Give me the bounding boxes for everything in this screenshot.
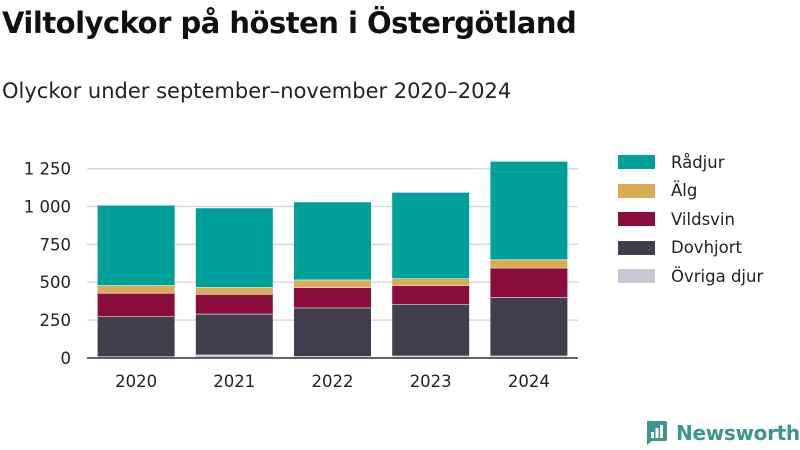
legend-swatch-vildsvin bbox=[618, 212, 655, 227]
y-tick-label: 750 bbox=[40, 235, 72, 254]
bar-segment bbox=[294, 201, 371, 280]
x-tick-label: 2023 bbox=[410, 372, 452, 391]
bar-segment bbox=[97, 356, 175, 358]
legend-item-ovriga-djur: Övriga djur bbox=[618, 262, 763, 291]
bar-segment bbox=[392, 285, 470, 305]
legend-swatch-radjur bbox=[618, 155, 655, 170]
legend-item-radjur: Rådjur bbox=[618, 148, 763, 177]
bar-segment bbox=[294, 279, 371, 288]
brand-logo: Newsworthy bbox=[644, 420, 800, 446]
y-tick-label: 0 bbox=[61, 349, 72, 368]
legend-label-vildsvin: Vildsvin bbox=[671, 209, 735, 229]
bar-segment bbox=[294, 307, 371, 357]
legend-swatch-dovhjort bbox=[618, 240, 655, 255]
x-tick-label: 2024 bbox=[508, 372, 550, 391]
bar-segment bbox=[195, 294, 273, 314]
bar-segment bbox=[195, 287, 273, 295]
bar-segment bbox=[490, 267, 568, 298]
legend-label-alg: Älg bbox=[671, 181, 698, 201]
legend-item-dovhjort: Dovhjort bbox=[618, 234, 763, 263]
legend-item-vildsvin: Vildsvin bbox=[618, 205, 763, 234]
chart-title: Viltolyckor på hösten i Östergötland bbox=[2, 6, 577, 40]
bar-segment bbox=[195, 313, 273, 355]
legend-label-radjur: Rådjur bbox=[671, 152, 725, 172]
bar-segment bbox=[392, 192, 470, 279]
legend-item-alg: Älg bbox=[618, 177, 763, 206]
x-tick-label: 2020 bbox=[115, 372, 157, 391]
y-tick-label: 500 bbox=[40, 273, 72, 292]
legend-swatch-alg bbox=[618, 183, 655, 198]
bar-segment bbox=[97, 285, 175, 293]
y-tick-label: 1 250 bbox=[24, 160, 71, 179]
bar-segment bbox=[294, 356, 371, 358]
bar-segment bbox=[97, 316, 175, 357]
brand-name: Newsworthy bbox=[676, 421, 800, 445]
newsworthy-logo-icon bbox=[647, 421, 667, 445]
bar-segment bbox=[490, 297, 568, 356]
bar-segment bbox=[294, 287, 371, 308]
legend-swatch-ovriga-djur bbox=[618, 269, 655, 284]
legend-label-ovriga-djur: Övriga djur bbox=[671, 266, 764, 286]
x-tick-label: 2021 bbox=[213, 372, 255, 391]
legend: Rådjur Älg Vildsvin Dovhjort Övriga djur bbox=[618, 148, 763, 291]
bar-segment bbox=[490, 259, 568, 268]
bar-segment bbox=[97, 292, 175, 317]
x-tick-label: 2022 bbox=[312, 372, 354, 391]
bar-segment bbox=[195, 207, 273, 288]
chart-subtitle: Olyckor under september–november 2020–20… bbox=[2, 79, 512, 103]
bar-segment bbox=[195, 354, 273, 358]
y-tick-label: 1 000 bbox=[24, 197, 71, 216]
bar-segment bbox=[392, 278, 470, 286]
bar-segment bbox=[490, 355, 568, 358]
bar-segment bbox=[490, 161, 568, 260]
bar-segment bbox=[392, 355, 470, 358]
y-tick-label: 250 bbox=[40, 311, 72, 330]
bar-segment bbox=[392, 304, 470, 356]
bar-segment bbox=[97, 204, 175, 286]
legend-label-dovhjort: Dovhjort bbox=[671, 238, 742, 258]
